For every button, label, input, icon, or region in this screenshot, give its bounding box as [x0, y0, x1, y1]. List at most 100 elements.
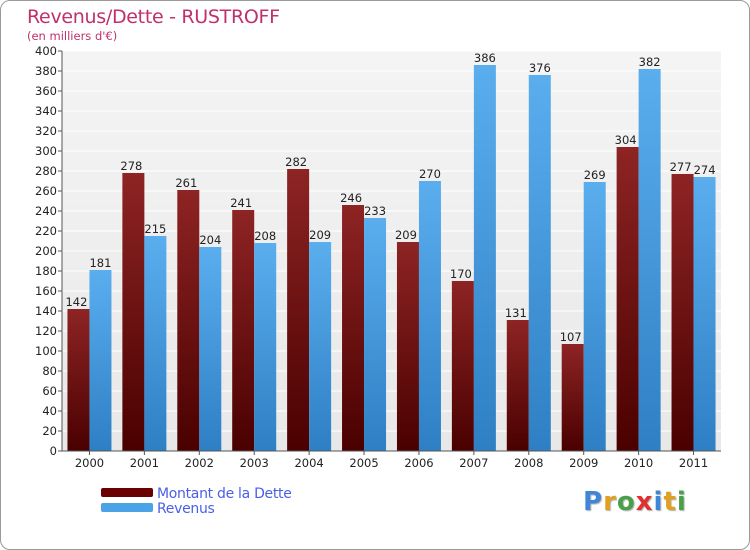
y-tick-label: 120: [35, 324, 57, 338]
y-tick-label: 320: [35, 124, 57, 138]
bar-dette: [67, 309, 90, 451]
value-label-revenus: 382: [639, 55, 661, 69]
y-tick-label: 220: [35, 224, 57, 238]
logo-letter: o: [616, 487, 636, 517]
value-label-dette: 241: [230, 196, 252, 210]
chart-subtitle: (en milliers d'€): [27, 29, 118, 43]
value-label-dette: 282: [285, 155, 307, 169]
value-label-revenus: 269: [584, 168, 606, 182]
proxiti-logo: Proxiti: [583, 487, 687, 517]
bar-dette: [506, 320, 529, 451]
y-tick-label: 360: [35, 84, 57, 98]
y-tick-label: 80: [42, 364, 57, 378]
value-label-dette: 278: [120, 159, 142, 173]
bar-dette: [396, 242, 419, 451]
y-tick-label: 100: [35, 344, 57, 358]
bar-dette: [287, 169, 310, 451]
x-tick-label: 2007: [459, 456, 488, 470]
y-tick-label: 300: [35, 144, 57, 158]
logo-letter: r: [603, 487, 617, 517]
value-label-revenus: 204: [199, 233, 221, 247]
logo-letter: P: [583, 487, 604, 517]
gridlines: [62, 50, 721, 452]
x-tick-label: 2005: [349, 456, 378, 470]
bar-dette: [232, 210, 255, 451]
y-tick-label: 60: [42, 384, 57, 398]
y-axis-ticks: 0 20 40 60 80 100 120 140 160 180 200 220 240 260 280 3…: [35, 44, 62, 458]
logo-letter: t: [663, 487, 677, 517]
bar-dette: [451, 281, 474, 451]
x-tick-label: 2010: [624, 456, 653, 470]
y-tick-label: 400: [35, 44, 57, 58]
y-tick-label: 140: [35, 304, 57, 318]
value-label-revenus: 215: [144, 222, 166, 236]
bar-revenus: [254, 243, 277, 451]
legend-label-dette: Montant de la Dette: [157, 486, 292, 502]
value-label-dette: 304: [615, 133, 637, 147]
value-label-revenus: 208: [254, 229, 276, 243]
legend-swatch-revenus: [101, 503, 153, 512]
bar-revenus: [638, 69, 661, 451]
bar-dette: [177, 190, 200, 451]
y-tick-label: 240: [35, 204, 57, 218]
value-label-dette: 209: [395, 228, 417, 242]
logo-letter: i: [676, 487, 687, 517]
y-tick-label: 340: [35, 104, 57, 118]
bar-dette: [671, 174, 694, 451]
x-tick-label: 2002: [185, 456, 214, 470]
legend-label-revenus: Revenus: [157, 501, 215, 517]
bar-dette: [342, 205, 365, 451]
logo-letter: i: [653, 487, 664, 517]
value-label-dette: 246: [340, 191, 362, 205]
y-tick-label: 200: [35, 244, 57, 258]
x-tick-label: 2001: [130, 456, 159, 470]
y-tick-label: 180: [35, 264, 57, 278]
x-tick-label: 2011: [679, 456, 708, 470]
y-tick-label: 280: [35, 164, 57, 178]
logo-letter: x: [635, 487, 654, 517]
y-tick-label: 380: [35, 64, 57, 78]
value-label-dette: 142: [65, 295, 87, 309]
value-label-dette: 261: [175, 176, 197, 190]
bar-revenus: [528, 75, 551, 451]
x-tick-label: 2009: [569, 456, 598, 470]
bar-revenus: [309, 242, 332, 451]
chart-title: Revenus/Dette - RUSTROFF: [27, 6, 280, 28]
bar-dette: [616, 147, 639, 451]
y-tick-label: 260: [35, 184, 57, 198]
value-label-revenus: 233: [364, 204, 386, 218]
y-tick-label: 40: [42, 404, 57, 418]
value-label-revenus: 376: [529, 61, 551, 75]
bar-revenus: [89, 270, 112, 451]
x-tick-label: 2003: [240, 456, 269, 470]
value-label-revenus: 181: [89, 256, 111, 270]
value-label-dette: 131: [505, 306, 527, 320]
x-tick-label: 2006: [404, 456, 433, 470]
bar-revenus: [364, 218, 387, 451]
bar-revenus: [693, 177, 716, 451]
bar-revenus: [418, 181, 441, 451]
y-tick-label: 160: [35, 284, 57, 298]
value-label-revenus: 209: [309, 228, 331, 242]
legend-swatch-dette: [101, 488, 153, 497]
value-label-dette: 170: [450, 267, 472, 281]
value-label-dette: 277: [670, 160, 692, 174]
bar-revenus: [473, 65, 496, 451]
value-label-revenus: 274: [694, 163, 716, 177]
y-tick-label: 0: [50, 444, 57, 458]
x-tick-label: 2004: [294, 456, 323, 470]
x-tick-label: 2000: [75, 456, 104, 470]
bar-revenus: [583, 182, 606, 451]
y-tick-label: 20: [42, 424, 57, 438]
bar-revenus: [144, 236, 167, 451]
x-tick-label: 2008: [514, 456, 543, 470]
value-label-revenus: 386: [474, 51, 496, 65]
value-label-revenus: 270: [419, 167, 441, 181]
x-axis-ticks: 2000 2001 2002 2003 2004 2005 2006 2007 2008 2009…: [75, 451, 708, 470]
value-label-dette: 107: [560, 330, 582, 344]
bar-dette: [122, 173, 145, 451]
bar-dette: [561, 344, 584, 451]
